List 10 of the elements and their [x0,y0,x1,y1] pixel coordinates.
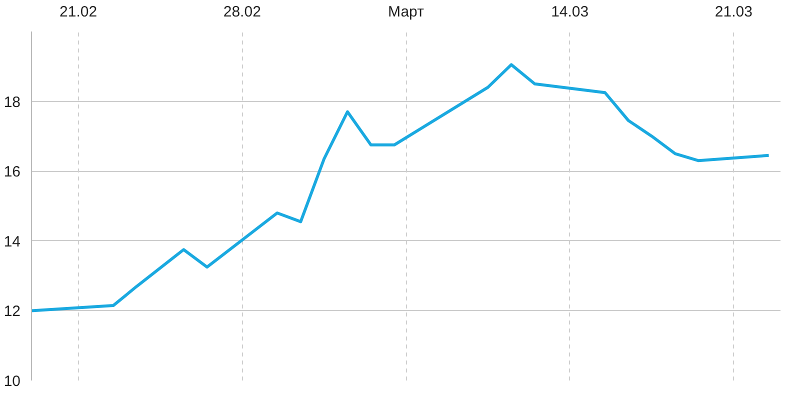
y-tick-label: 12 [4,303,21,320]
x-tick-label: 28.02 [223,4,261,20]
x-tick-label: 21.02 [60,4,98,20]
y-tick-label: 18 [4,94,21,111]
y-tick-label: 14 [4,233,21,250]
x-tick-label: Март [388,4,424,20]
x-tick-label: 14.03 [551,4,589,20]
y-tick-label: 16 [4,164,21,181]
y-tick-label: 10 [4,373,21,390]
x-tick-label: 21.03 [714,4,752,20]
